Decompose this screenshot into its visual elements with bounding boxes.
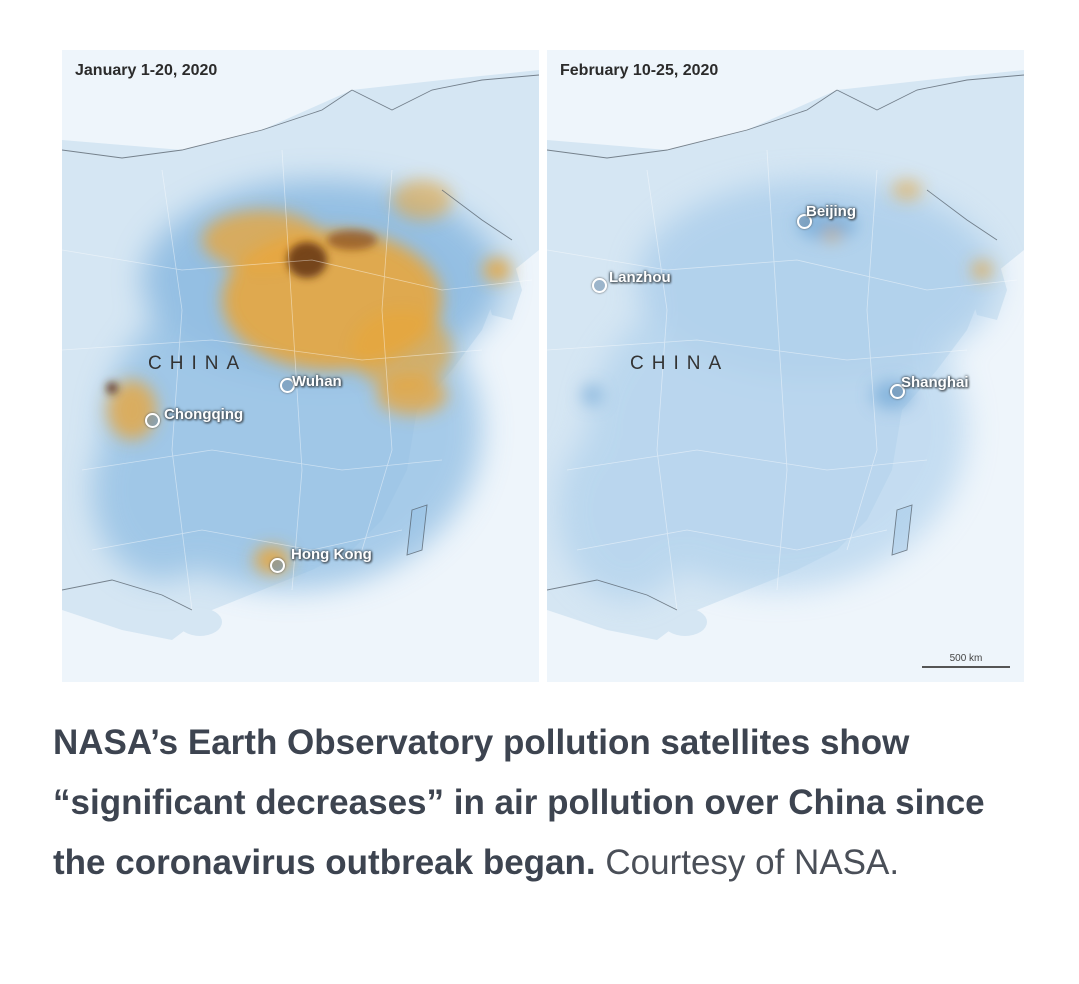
city-marker-chongqing: Chongqing: [145, 406, 243, 428]
scale-bar-line: [922, 666, 1010, 668]
city-marker-beijing: Beijing: [797, 203, 856, 229]
scale-bar: 500 km: [922, 653, 1010, 668]
map-panel-january: January 1-20, 2020 CHINA Wuhan Chongqing…: [62, 50, 539, 682]
city-dot-icon: [145, 413, 160, 428]
region-label-china: CHINA: [630, 353, 730, 374]
city-label-shanghai: Shanghai: [901, 374, 969, 391]
image-caption: NASA’s Earth Observatory pollution satel…: [53, 713, 1033, 893]
city-marker-lanzhou: Lanzhou: [592, 269, 671, 293]
city-dot-icon: [797, 214, 812, 229]
city-label-chongqing: Chongqing: [164, 406, 244, 423]
map-date-label: January 1-20, 2020: [75, 62, 218, 79]
region-label-china: CHINA: [148, 353, 248, 374]
city-dot-icon: [592, 278, 607, 293]
map-panel-february: February 10-25, 2020 CHINA Beijing Lanzh…: [547, 50, 1024, 682]
city-marker-shanghai: Shanghai: [890, 374, 969, 399]
city-marker-hong-kong: Hong Kong: [270, 546, 372, 573]
pollution-map-figure: January 1-20, 2020 CHINA Wuhan Chongqing…: [62, 50, 1024, 682]
city-label-hong-kong: Hong Kong: [291, 546, 372, 563]
city-label-lanzhou: Lanzhou: [609, 269, 671, 286]
city-label-wuhan: Wuhan: [292, 373, 342, 390]
map-date-label: February 10-25, 2020: [560, 62, 719, 79]
scale-bar-label: 500 km: [949, 653, 983, 664]
caption-headline: NASA’s Earth Observatory pollution satel…: [53, 723, 985, 882]
city-dot-icon: [280, 378, 295, 393]
map-graphic-february: [547, 50, 1024, 682]
caption-credit: Courtesy of NASA.: [605, 843, 900, 882]
city-marker-wuhan: Wuhan: [280, 373, 342, 393]
map-graphic-january: [62, 50, 539, 682]
city-label-beijing: Beijing: [806, 203, 857, 220]
city-dot-icon: [270, 558, 285, 573]
city-dot-icon: [890, 384, 905, 399]
